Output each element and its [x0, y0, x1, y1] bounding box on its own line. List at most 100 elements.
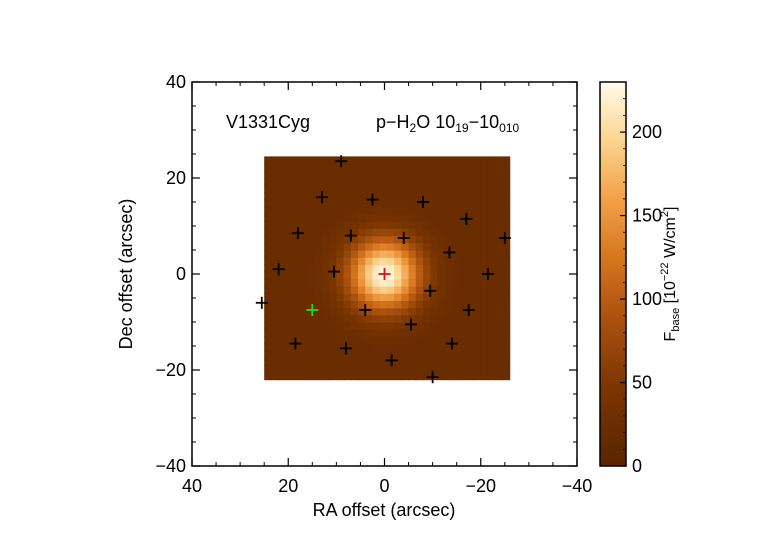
heatmap-cell [293, 221, 301, 229]
heatmap-cell [480, 271, 489, 280]
heatmap-cell [394, 271, 402, 280]
heatmap-cell [430, 358, 439, 366]
heatmap-cell [423, 214, 431, 222]
heatmap-cell [415, 178, 424, 186]
heatmap-cell [487, 329, 496, 337]
heatmap-cell [444, 286, 453, 294]
heatmap-cell [321, 242, 330, 251]
heatmap-cell [487, 185, 496, 193]
heatmap-cell [444, 336, 453, 345]
heatmap-cell [430, 242, 439, 251]
heatmap-cell [300, 163, 309, 172]
heatmap-cell [329, 163, 337, 172]
heatmap-cell [423, 221, 431, 229]
heatmap-cell [459, 178, 467, 186]
heatmap-cell [278, 185, 287, 193]
heatmap-cell [451, 178, 460, 186]
heatmap-cell [365, 170, 374, 179]
heatmap-cell [350, 329, 359, 337]
heatmap-cell [437, 257, 446, 265]
heatmap-cell [401, 242, 410, 251]
heatmap-cell [264, 228, 273, 237]
heatmap-cell [365, 278, 374, 287]
heatmap-cell [329, 293, 337, 301]
heatmap-cell [444, 343, 453, 352]
heatmap-cell [480, 156, 489, 165]
heatmap-cell [451, 228, 460, 237]
heatmap-cell [459, 365, 467, 373]
heatmap-cell [473, 178, 482, 186]
heatmap-cell [372, 300, 381, 309]
heatmap-cell [437, 300, 446, 309]
heatmap-cell [343, 178, 352, 186]
heatmap-cell [358, 242, 366, 251]
heatmap-cell [444, 214, 453, 222]
heatmap-cell [336, 286, 345, 294]
heatmap-cell [394, 264, 402, 273]
heatmap-cell [495, 221, 504, 229]
heatmap-cell [293, 365, 301, 373]
heatmap-cell [343, 250, 352, 258]
heatmap-cell [430, 156, 439, 165]
heatmap-cell [307, 358, 316, 366]
heatmap-cell [444, 192, 453, 201]
heatmap-cell [278, 358, 287, 366]
heatmap-cell [466, 271, 475, 280]
heatmap-cell [423, 358, 431, 366]
heatmap-cell [343, 372, 352, 381]
heatmap-cell [314, 372, 323, 381]
heatmap-cell [487, 271, 496, 280]
heatmap-cell [401, 214, 410, 222]
heatmap-cell [264, 156, 273, 165]
heatmap-cell [423, 235, 431, 244]
heatmap-cell [329, 307, 337, 316]
heatmap-cell [264, 221, 273, 229]
heatmap-cell [278, 314, 287, 323]
heatmap-cell [408, 336, 417, 345]
heatmap-cell [437, 163, 446, 172]
spaxel-marker [445, 337, 458, 350]
heatmap-cell [408, 242, 417, 251]
heatmap-cell [307, 156, 316, 165]
heatmap-cell [386, 322, 395, 330]
heatmap-cell [444, 329, 453, 337]
heatmap-cell [343, 199, 352, 208]
heatmap-cell [336, 307, 345, 316]
heatmap-cell [430, 322, 439, 330]
heatmap-cell [437, 365, 446, 373]
heatmap-cell [495, 271, 504, 280]
heatmap-cell [314, 250, 323, 258]
heatmap-cell [495, 250, 504, 258]
heatmap-cell [271, 178, 280, 186]
heatmap-cell [386, 314, 395, 323]
heatmap-cell [502, 192, 511, 201]
heatmap-cell [480, 307, 489, 316]
heatmap-cell [401, 221, 410, 229]
heatmap-cell [293, 235, 301, 244]
heatmap-cell [300, 278, 309, 287]
heatmap-cell [300, 329, 309, 337]
heatmap-cell [423, 228, 431, 237]
heatmap-cell [278, 286, 287, 294]
x-tick-label: −20 [465, 476, 496, 496]
heatmap-cell [480, 278, 489, 287]
heatmap-cell [473, 185, 482, 193]
heatmap-cell [423, 307, 431, 316]
x-tick-label: 20 [278, 476, 298, 496]
heatmap-cell [307, 221, 316, 229]
heatmap-cell [415, 336, 424, 345]
heatmap-cell [271, 350, 280, 359]
heatmap-cell [487, 300, 496, 309]
heatmap-cell [379, 206, 388, 215]
heatmap-cell [487, 228, 496, 237]
heatmap-cell [495, 257, 504, 265]
heatmap-cell [502, 343, 511, 352]
heatmap-cell [487, 206, 496, 215]
heatmap-cell [271, 372, 280, 381]
heatmap-cell [365, 156, 374, 165]
heatmap-cell [401, 185, 410, 193]
heatmap-cell [430, 221, 439, 229]
heatmap-cell [466, 293, 475, 301]
heatmap-cell [271, 199, 280, 208]
heatmap-cell [423, 278, 431, 287]
